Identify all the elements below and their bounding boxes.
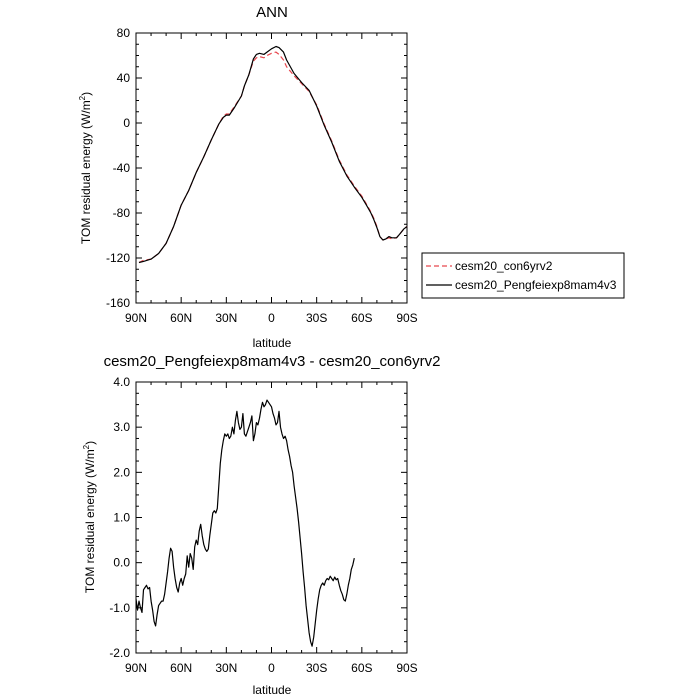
bottom-y-label-end: ) [83, 441, 97, 445]
bottom-y-tick-label: 0.0 [113, 556, 130, 570]
bottom-y-label-sup: 2 [82, 444, 91, 449]
top-series-line-1 [138, 45, 408, 264]
top-x-tick-label: 60N [170, 311, 192, 325]
bottom-x-tick-label: 0 [268, 661, 275, 675]
bottom-y-tick-label: 4.0 [113, 375, 130, 389]
top-y-label-end: ) [79, 92, 93, 96]
top-x-tick-label: 90S [396, 311, 417, 325]
top-chart-title: ANN [256, 4, 288, 21]
top-series-line-0 [138, 51, 408, 264]
bottom-x-tick-label: 60N [170, 661, 192, 675]
bottom-series-line-0 [135, 399, 355, 647]
bottom-chart-title: cesm20_Pengfeiexp8mam4v3 - cesm20_con6yr… [104, 353, 441, 370]
bottom-x-tick-label: 30N [215, 661, 237, 675]
top-panel: ANN 90N 60N 30N 0 30S 60S 90S 80 40 0 -40 -80 -120 -… [78, 4, 418, 350]
bottom-x-tick-label: 60S [351, 661, 372, 675]
top-x-tick-label: 30S [306, 311, 327, 325]
top-y-tick-label: -120 [106, 251, 130, 265]
bottom-y-tick-label: 1.0 [113, 511, 130, 525]
top-x-ticks: 90N 60N 30N 0 30S 60S 90S [125, 33, 418, 325]
top-x-tick-label: 30N [215, 311, 237, 325]
top-y-label-sup: 2 [78, 95, 87, 100]
top-x-axis-label: latitude [253, 336, 292, 350]
bottom-y-label-main: TOM residual energy (W/m [83, 449, 97, 593]
bottom-plot-frame [135, 381, 408, 654]
bottom-y-tick-label: 2.0 [113, 465, 130, 479]
top-y-tick-label: 0 [123, 116, 130, 130]
bottom-y-tick-label: 3.0 [113, 420, 130, 434]
top-x-tick-label: 60S [351, 311, 372, 325]
bottom-series [135, 399, 355, 647]
top-y-tick-label: 40 [117, 71, 131, 85]
bottom-x-tick-label: 30S [306, 661, 327, 675]
top-y-label-main: TOM residual energy (W/m [79, 100, 93, 244]
bottom-x-ticks: 90N 60N 30N 0 30S 60S 90S [125, 382, 418, 675]
top-y-ticks: 80 40 0 -40 -80 -120 -160 [106, 26, 407, 310]
top-y-tick-label: 80 [117, 26, 131, 40]
top-plot-frame [135, 32, 408, 304]
legend-label-con6yrv2: cesm20_con6yrv2 [455, 259, 553, 273]
top-y-tick-label: -160 [106, 296, 130, 310]
legend-label-pengfei: cesm20_Pengfeiexp8mam4v3 [455, 278, 617, 292]
bottom-y-axis-label: TOM residual energy (W/m2) [82, 441, 97, 593]
top-y-tick-label: -40 [113, 161, 131, 175]
bottom-panel: cesm20_Pengfeiexp8mam4v3 - cesm20_con6yr… [82, 353, 440, 697]
top-series [138, 45, 408, 264]
top-y-tick-label: -80 [113, 206, 131, 220]
bottom-x-tick-label: 90N [125, 661, 147, 675]
bottom-y-tick-label: -2.0 [109, 646, 130, 660]
top-y-axis-label: TOM residual energy (W/m2) [78, 92, 93, 244]
bottom-y-tick-label: -1.0 [109, 601, 130, 615]
legend: cesm20_con6yrv2 cesm20_Pengfeiexp8mam4v3 [421, 252, 625, 299]
bottom-x-tick-label: 90S [396, 661, 417, 675]
top-x-tick-label: 0 [268, 311, 275, 325]
legend-box [421, 252, 625, 299]
bottom-y-ticks: 4.0 3.0 2.0 1.0 0.0 -1.0 -2.0 [109, 375, 407, 660]
top-x-tick-label: 90N [125, 311, 147, 325]
bottom-x-axis-label: latitude [253, 683, 292, 697]
